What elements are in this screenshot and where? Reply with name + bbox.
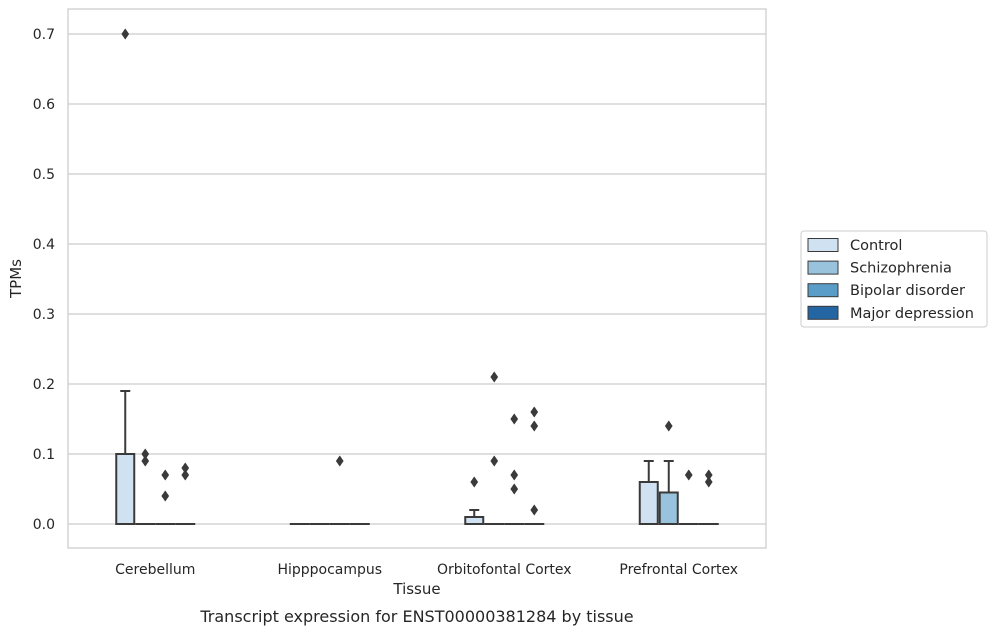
box-bipolar-disorder	[329, 455, 350, 526]
y-tick-label: 0.2	[33, 377, 55, 393]
x-tick-label: Orbitofontal Cortex	[437, 562, 572, 578]
box-bipolar-disorder	[504, 413, 525, 526]
legend-label: Control	[850, 238, 902, 254]
outlier-point	[141, 455, 150, 467]
box-body	[638, 481, 659, 525]
outlier-point	[121, 28, 130, 40]
y-tick-label: 0.3	[33, 307, 55, 323]
y-tick-label: 0.4	[33, 237, 55, 253]
x-tick-label: Prefrontal Cortex	[619, 562, 738, 578]
legend-swatch	[807, 305, 839, 320]
box-major-depression	[175, 462, 196, 526]
box-schizophrenia	[484, 371, 505, 526]
outlier-point	[530, 504, 539, 516]
y-tick-label: 0.1	[33, 447, 55, 463]
box-schizophrenia	[658, 420, 679, 525]
outlier-point	[181, 462, 190, 474]
y-axis-ticks: 0.0 0.1 0.2 0.3 0.4 0.5 0.6 0.7	[33, 27, 55, 533]
x-axis-ticks: Cerebellum Hipppocampus Orbitofontal Corte…	[115, 562, 738, 578]
box-bipolar-disorder	[678, 469, 699, 526]
legend-swatch	[807, 260, 839, 275]
legend-swatch	[807, 238, 839, 252]
outlier-point	[490, 371, 499, 383]
outlier-point	[704, 476, 713, 488]
figure-caption: Transcript expression for ENST0000038128…	[199, 607, 633, 626]
legend: Control Schizophrenia Bipolar disorder Majo…	[800, 230, 988, 328]
legend-label: Schizophrenia	[850, 261, 952, 277]
outlier-point	[530, 406, 539, 418]
legend-label: Major depression	[850, 306, 974, 322]
y-tick-label: 0.0	[33, 517, 55, 533]
box-major-depression	[698, 469, 719, 526]
outlier-point	[181, 469, 190, 481]
outlier-point	[510, 483, 519, 495]
outlier-point	[510, 413, 519, 425]
outlier-point	[490, 455, 499, 467]
outlier-point	[335, 455, 344, 467]
box-major-depression	[524, 406, 545, 526]
box-plot-boxes	[115, 28, 719, 526]
outlier-point	[684, 469, 693, 481]
box-bipolar-disorder	[155, 469, 176, 526]
outlier-point	[141, 448, 150, 460]
outlier-point	[470, 476, 479, 488]
y-tick-label: 0.7	[33, 27, 55, 43]
x-tick-label: Hipppocampus	[277, 562, 382, 578]
y-tick-label: 0.6	[33, 97, 55, 113]
x-axis-title: Tissue	[392, 580, 440, 598]
box-control	[115, 28, 136, 525]
y-axis-title: TPMs	[7, 259, 25, 299]
box-body	[464, 516, 485, 525]
legend-label: Bipolar disorder	[850, 283, 965, 299]
box-body	[658, 491, 679, 525]
plot-area-frame	[67, 8, 767, 549]
box-schizophrenia	[135, 448, 156, 526]
outlier-point	[530, 420, 539, 432]
box-body	[115, 453, 136, 525]
outlier-point	[161, 469, 170, 481]
box-control	[464, 476, 485, 525]
x-tick-label: Cerebellum	[115, 562, 195, 578]
y-tick-label: 0.5	[33, 167, 55, 183]
outlier-point	[704, 469, 713, 481]
legend-frame	[800, 230, 988, 328]
outlier-point	[664, 420, 673, 432]
box-control	[638, 460, 659, 525]
legend-swatch	[807, 283, 839, 298]
outlier-point	[510, 469, 519, 481]
gridlines	[68, 33, 766, 525]
outlier-point	[161, 490, 170, 502]
